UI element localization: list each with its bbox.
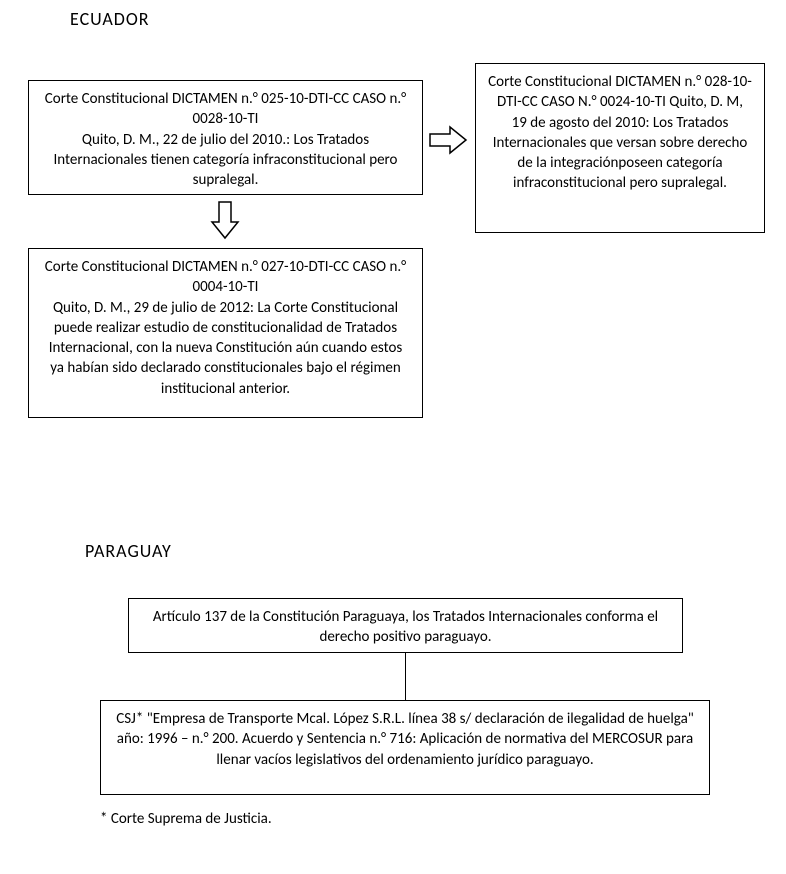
connector-line [405,653,406,700]
paraguay-box-1: Artículo 137 de la Constitución Paraguay… [128,598,683,653]
ecuador-box-2-text: Corte Constitucional DICTAMEN n.° 028-10… [488,73,752,192]
arrow-right-icon [428,125,468,155]
ecuador-box-3-text: Corte Constitucional DICTAMEN n.° 027-10… [45,258,406,398]
paraguay-box-1-text: Artículo 137 de la Constitución Paraguay… [153,608,658,646]
ecuador-box-3: Corte Constitucional DICTAMEN n.° 027-10… [28,248,423,418]
ecuador-title: ECUADOR [70,8,150,30]
ecuador-box-1: Corte Constitucional DICTAMEN n.° 025-10… [28,80,423,195]
footnote: * Corte Suprema de Justicia. [100,810,272,828]
arrow-down-icon [210,200,240,240]
paraguay-box-2-text: CSJ* "Empresa de Transporte Mcal. López … [116,710,694,769]
ecuador-box-1-text: Corte Constitucional DICTAMEN n.° 025-10… [45,90,406,189]
paraguay-box-2: CSJ* "Empresa de Transporte Mcal. López … [100,700,710,795]
paraguay-title: PARAGUAY [85,540,172,562]
ecuador-box-2: Corte Constitucional DICTAMEN n.° 028-10… [475,63,765,233]
